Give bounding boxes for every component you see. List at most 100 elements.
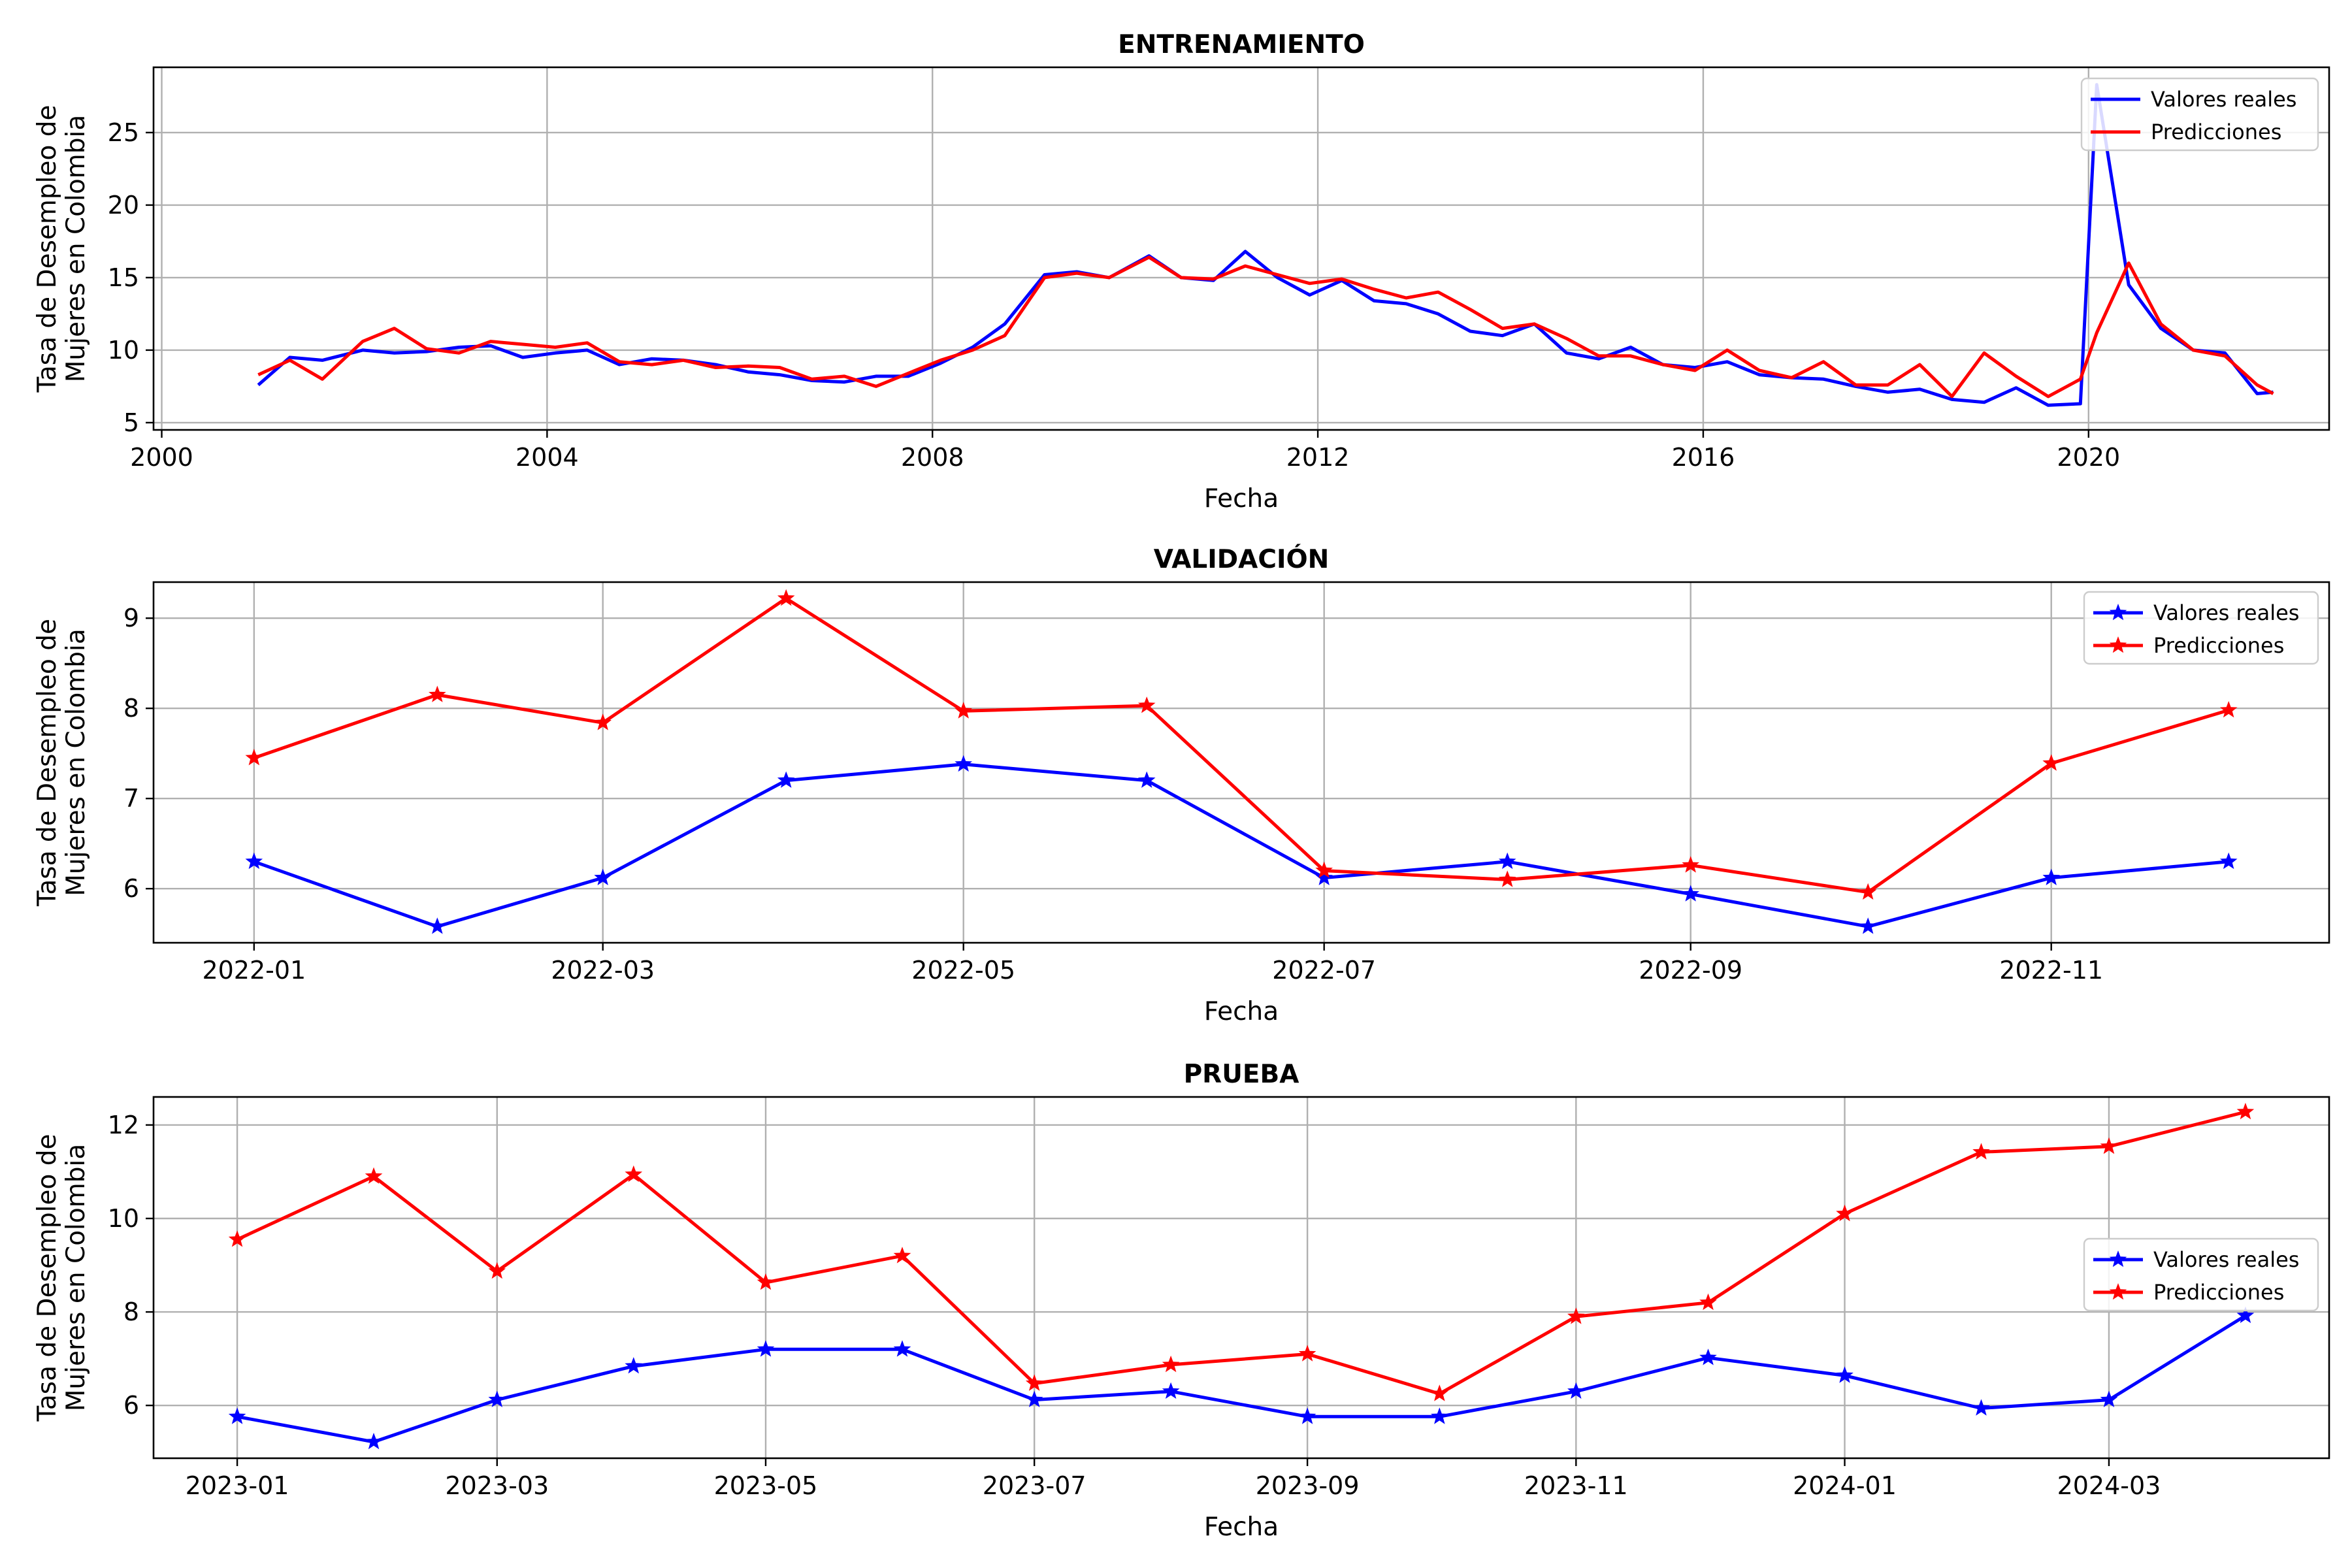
y-tick-label: 9 bbox=[123, 604, 139, 632]
data-point bbox=[955, 755, 972, 772]
data-point bbox=[2042, 868, 2060, 885]
data-point bbox=[488, 1390, 506, 1407]
data-point bbox=[365, 1433, 383, 1450]
data-point bbox=[365, 1167, 383, 1184]
x-tick-label: 2004 bbox=[515, 443, 579, 472]
data-point bbox=[429, 917, 446, 934]
y-tick-label: 20 bbox=[108, 191, 139, 220]
chart-title: VALIDACIÓN bbox=[1154, 544, 1330, 574]
grid bbox=[154, 67, 2329, 430]
series-valores-reales bbox=[228, 1306, 2255, 1450]
legend: Valores reales Predicciones bbox=[2083, 591, 2319, 665]
chart-panel-3: 2023-01 2023-03 2023-05 2023-07 2023-09 2023-… bbox=[33, 1060, 2330, 1542]
x-tick-label: 2012 bbox=[1286, 443, 1350, 472]
series-line bbox=[253, 762, 2229, 928]
data-point bbox=[594, 713, 612, 730]
data-point bbox=[228, 1407, 246, 1424]
x-tick-label: 2022-05 bbox=[911, 956, 1015, 985]
series-predicciones bbox=[257, 255, 2274, 399]
y-tick-label: 8 bbox=[123, 694, 139, 723]
data-point bbox=[429, 685, 446, 702]
data-point bbox=[777, 589, 795, 606]
y-axis-label: Tasa de Desempleo deMujeres en Colombia bbox=[33, 1134, 91, 1422]
data-point bbox=[2100, 1137, 2118, 1154]
y-tick-label: 10 bbox=[108, 1204, 139, 1233]
data-point bbox=[1298, 1407, 1316, 1424]
data-point bbox=[2219, 701, 2238, 718]
legend-marker bbox=[2109, 1250, 2127, 1267]
data-point bbox=[1025, 1390, 1043, 1407]
chart-title: PRUEBA bbox=[1184, 1060, 1299, 1089]
y-tick-label: 15 bbox=[108, 263, 139, 292]
y-axis-label: Tasa de Desempleo deMujeres en Colombia bbox=[33, 105, 91, 393]
legend-label: Valores reales bbox=[2153, 600, 2299, 625]
data-point bbox=[1567, 1307, 1585, 1324]
data-point bbox=[2236, 1306, 2255, 1324]
grid bbox=[154, 582, 2329, 943]
x-tick-label: 2023-07 bbox=[983, 1471, 1086, 1500]
data-point bbox=[1431, 1407, 1448, 1424]
data-point bbox=[2042, 754, 2060, 771]
data-point bbox=[2236, 1102, 2255, 1120]
data-point bbox=[757, 1273, 775, 1290]
x-axis-label: Fecha bbox=[1204, 484, 1279, 514]
data-point bbox=[757, 1340, 775, 1357]
x-tick-label: 2023-03 bbox=[445, 1471, 549, 1500]
x-tick-label: 2023-11 bbox=[1524, 1471, 1628, 1500]
y-tick-label: 12 bbox=[108, 1111, 139, 1139]
data-point bbox=[2100, 1390, 2118, 1407]
data-point bbox=[245, 749, 263, 766]
y-tick-label: 5 bbox=[123, 408, 139, 437]
series-valores-reales bbox=[257, 83, 2274, 407]
y-tick-label: 25 bbox=[108, 118, 139, 147]
legend: Valores reales Predicciones bbox=[2083, 1237, 2319, 1312]
data-point bbox=[1025, 1374, 1043, 1391]
legend-marker bbox=[2109, 636, 2127, 653]
x-tick-label: 2024-03 bbox=[2057, 1471, 2161, 1500]
data-point bbox=[1859, 917, 1877, 934]
data-point bbox=[1836, 1366, 1854, 1383]
y-axis-label: Tasa de Desempleo deMujeres en Colombia bbox=[33, 619, 91, 907]
data-point bbox=[1699, 1293, 1717, 1311]
data-point bbox=[1498, 870, 1516, 887]
data-point bbox=[893, 1247, 911, 1264]
x-tick-label: 2023-01 bbox=[186, 1471, 289, 1500]
data-point bbox=[1162, 1355, 1180, 1373]
legend-marker bbox=[2109, 604, 2127, 621]
series-line bbox=[237, 1314, 2247, 1444]
data-point bbox=[1972, 1399, 1990, 1416]
data-point bbox=[1682, 856, 1699, 873]
series-line bbox=[253, 596, 2229, 894]
y-tick-label: 8 bbox=[123, 1298, 139, 1326]
x-axis-label: Fecha bbox=[1204, 997, 1279, 1026]
chart-panel-2: 2022-01 2022-03 2022-05 2022-07 2022-09 2022-… bbox=[33, 544, 2330, 1026]
data-point bbox=[1315, 861, 1333, 878]
axes-frame bbox=[152, 1096, 2330, 1460]
legend: Valores reales Predicciones bbox=[2080, 77, 2319, 152]
data-point bbox=[625, 1165, 643, 1183]
data-point bbox=[955, 702, 972, 719]
x-tick-label: 2023-09 bbox=[1256, 1471, 1360, 1500]
x-tick-label: 2023-05 bbox=[714, 1471, 818, 1500]
data-point bbox=[625, 1357, 643, 1374]
series-predicciones bbox=[228, 1102, 2255, 1401]
x-tick-label: 2022-01 bbox=[202, 956, 306, 985]
series-line bbox=[237, 1110, 2246, 1396]
data-point bbox=[1682, 885, 1699, 902]
data-point bbox=[2219, 852, 2238, 870]
legend-label: Predicciones bbox=[2153, 1280, 2284, 1305]
axes-frame bbox=[152, 581, 2330, 944]
data-point bbox=[1972, 1143, 1990, 1160]
data-point bbox=[1137, 696, 1156, 713]
x-tick-label: 2022-03 bbox=[551, 956, 655, 985]
x-tick-label: 2022-11 bbox=[1999, 956, 2103, 985]
data-point bbox=[1859, 883, 1877, 900]
x-tick-label: 2022-07 bbox=[1272, 956, 1376, 985]
data-point bbox=[893, 1340, 911, 1357]
series-line bbox=[257, 83, 2274, 407]
legend-label: Valores reales bbox=[2151, 87, 2296, 112]
y-tick-label: 10 bbox=[108, 336, 139, 365]
data-point bbox=[1836, 1204, 1854, 1222]
y-tick-label: 6 bbox=[123, 1391, 139, 1420]
